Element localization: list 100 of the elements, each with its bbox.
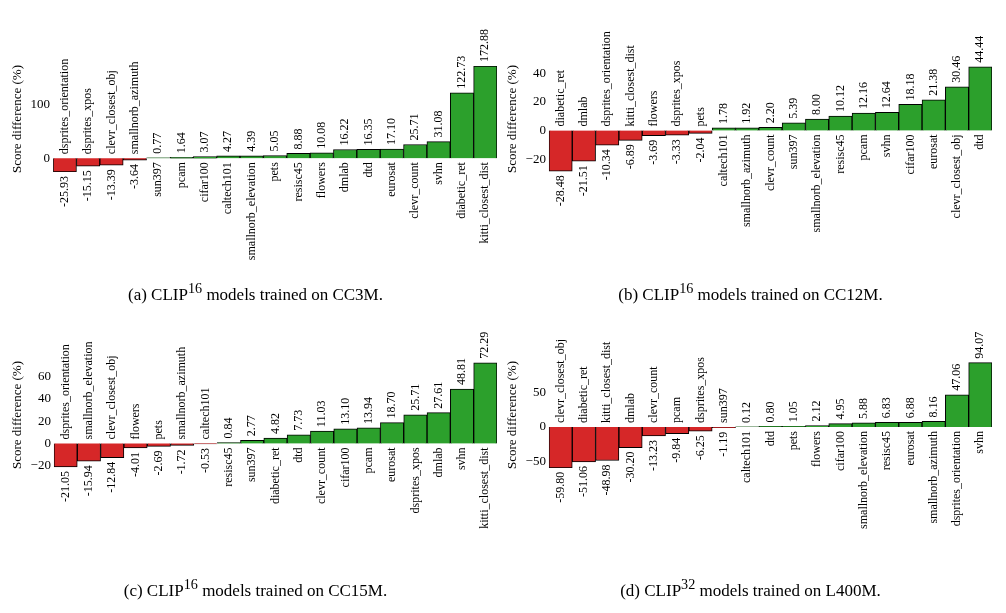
x-tick-label: smallnorb_elevation xyxy=(809,134,824,233)
x-tick-label: smallnorb_azimuth xyxy=(127,61,142,155)
data-label: 1.64 xyxy=(173,132,188,154)
data-label: -4.01 xyxy=(127,451,142,477)
data-label: 5.88 xyxy=(855,397,870,419)
y-axis-title: Score difference (%) xyxy=(9,64,25,174)
data-label: 0.77 xyxy=(150,132,165,154)
x-tick-label: caltech101 xyxy=(197,387,212,440)
x-tick-label: pcam xyxy=(855,133,870,161)
data-label: -9.84 xyxy=(669,437,684,463)
x-tick-label: pcam xyxy=(360,446,375,474)
x-tick-label: dsprites_xpos xyxy=(407,447,422,514)
x-tick-label: dmlab xyxy=(576,96,591,127)
x-tick-label: dsprites_orientation xyxy=(599,31,614,127)
data-label: -3.69 xyxy=(646,139,661,165)
x-tick-label: cifar100 xyxy=(337,447,352,488)
x-tick-label: sun397 xyxy=(715,388,730,423)
data-label: -1.72 xyxy=(174,449,189,475)
y-tick-label: 50 xyxy=(532,384,546,400)
x-tick-label: clevr_count xyxy=(646,365,661,423)
y-axis-title: Score difference (%) xyxy=(504,360,520,470)
text: (c) CLIP$^{16}$ models trained on CC15M. xyxy=(122,576,389,600)
x-tick-label: dsprites_orientation xyxy=(57,344,72,440)
x-tick-label: kitti_closest_dist xyxy=(477,446,492,529)
data-label: -3.64 xyxy=(127,164,142,190)
data-label: 6.88 xyxy=(902,397,917,419)
y-tick-label: 20 xyxy=(532,93,546,109)
data-label: -21.05 xyxy=(57,470,72,502)
data-label: 1.78 xyxy=(715,102,730,124)
data-label: 2.12 xyxy=(809,400,824,422)
x-tick-label: clevr_count xyxy=(314,446,329,505)
data-label: -15.94 xyxy=(81,465,96,497)
data-label: 16.35 xyxy=(360,118,375,146)
x-tick-label: kitti_closest_dist xyxy=(599,340,614,423)
x-tick-label: flowers xyxy=(646,90,661,127)
data-label: -2.04 xyxy=(692,137,707,163)
data-label: 94.07 xyxy=(972,331,987,359)
x-tick-label: resisc45 xyxy=(290,162,305,202)
x-tick-label: sun397 xyxy=(150,162,165,197)
data-label: -51.06 xyxy=(576,465,591,497)
x-tick-label: dsprites_orientation xyxy=(56,58,71,155)
data-label: -12.84 xyxy=(104,461,119,493)
x-tick-label: eurosat xyxy=(384,446,399,483)
data-label: -1.19 xyxy=(715,431,730,457)
data-label: 16.22 xyxy=(337,118,352,146)
data-label: 25.71 xyxy=(407,113,422,141)
data-label: 8.16 xyxy=(925,396,940,418)
x-tick-label: caltech101 xyxy=(739,430,754,483)
x-tick-label: svhn xyxy=(879,134,894,158)
x-tick-label: caltech101 xyxy=(715,134,730,187)
data-label: 47.06 xyxy=(949,363,964,391)
y-tick-label: 0 xyxy=(43,149,51,165)
x-tick-label: cifar100 xyxy=(832,430,847,471)
y-tick-label: −50 xyxy=(525,452,546,468)
x-tick-label: sun397 xyxy=(785,134,800,170)
data-label: 8.00 xyxy=(809,94,824,115)
x-tick-label: kitti_closest_dist xyxy=(622,44,637,127)
x-tick-label: resisc45 xyxy=(832,134,847,174)
data-label: 7.73 xyxy=(290,409,305,431)
data-label: 3.07 xyxy=(197,131,212,153)
data-label: 5.39 xyxy=(785,97,800,119)
x-tick-label: pcam xyxy=(173,161,188,189)
x-tick-label: svhn xyxy=(454,447,469,471)
x-tick-label: eurosat xyxy=(902,430,917,466)
x-tick-label: diabetic_ret xyxy=(267,446,282,505)
x-tick-label: flowers xyxy=(809,430,824,467)
y-tick-label: 0 xyxy=(44,434,51,450)
data-label: 21.38 xyxy=(925,68,940,96)
x-tick-label: dtd xyxy=(762,430,777,447)
x-tick-label: cifar100 xyxy=(197,162,212,203)
data-label: 2.20 xyxy=(762,102,777,124)
x-tick-label: dtd xyxy=(290,447,305,463)
x-tick-label: flowers xyxy=(313,161,328,199)
data-label: -59.80 xyxy=(552,471,567,503)
x-tick-label: pets xyxy=(785,430,800,451)
y-tick-label: −20 xyxy=(30,457,51,473)
text: (d) CLIP$^{32}$ models trained on L400M. xyxy=(619,576,882,600)
data-label: 172.88 xyxy=(477,29,492,63)
data-label: 13.94 xyxy=(360,396,375,424)
x-tick-label: diabetic_ret xyxy=(454,161,469,219)
data-label: 1.92 xyxy=(739,102,754,124)
x-tick-label: flowers xyxy=(127,403,142,440)
y-tick-label: −20 xyxy=(525,150,546,166)
x-tick-label: resisc45 xyxy=(220,447,235,487)
x-tick-label: dmlab xyxy=(430,447,445,478)
x-tick-label: kitti_closest_dist xyxy=(477,161,492,244)
data-label: 18.18 xyxy=(902,73,917,101)
x-tick-label: dsprites_xpos xyxy=(669,60,684,127)
data-label: 0.80 xyxy=(762,401,777,423)
data-label: 4.39 xyxy=(243,130,258,152)
data-label: -10.34 xyxy=(599,149,614,181)
x-tick-label: clevr_closest_obj xyxy=(103,70,118,155)
x-tick-label: cifar100 xyxy=(902,134,917,175)
x-tick-label: eurosat xyxy=(925,133,940,170)
x-tick-label: diabetic_ret xyxy=(576,365,591,423)
data-label: 4.27 xyxy=(220,130,235,152)
data-label: 13.10 xyxy=(337,397,352,425)
data-label: -21.51 xyxy=(576,165,591,197)
data-label: 1.05 xyxy=(785,401,800,423)
x-tick-label: dsprites_xpos xyxy=(692,356,707,423)
